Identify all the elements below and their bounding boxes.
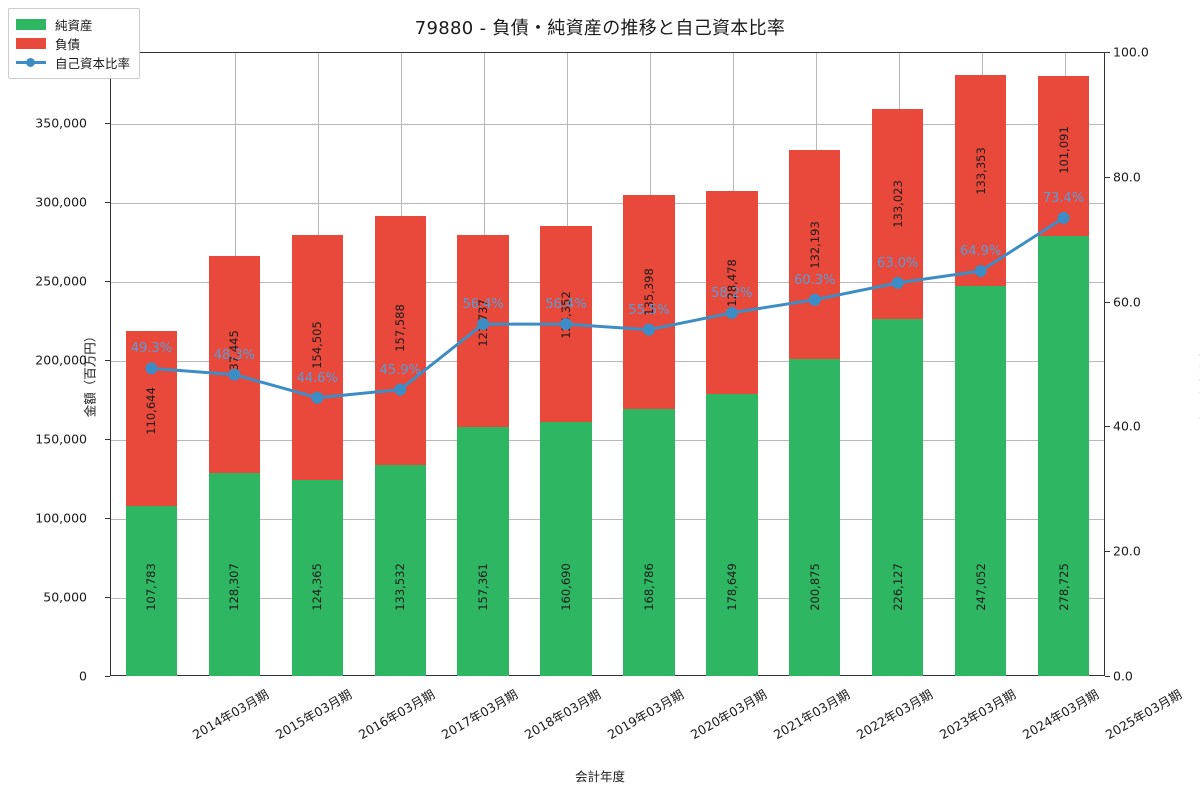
equity-ratio-marker[interactable] — [974, 265, 987, 278]
chart-legend: 純資産 負債 自己資本比率 — [8, 8, 141, 79]
equity-ratio-value-label: 48.3% — [213, 347, 256, 363]
equity-ratio-marker[interactable] — [228, 368, 241, 381]
bar-segment-liabilities[interactable] — [954, 75, 1007, 286]
y-tick-mark-left — [105, 123, 110, 125]
bar-segment-liabilities[interactable] — [706, 190, 758, 394]
y-tick-label-left: 300,000 — [35, 194, 87, 210]
y-axis-label-right: 自己資本比率 (%) — [1196, 274, 1200, 474]
y-tick-label-right: 20.0 — [1113, 543, 1141, 559]
equity-ratio-value-label: 73.4% — [1042, 190, 1085, 206]
equity-ratio-marker[interactable] — [560, 318, 573, 331]
y-tick-label-left: 350,000 — [35, 115, 87, 131]
y-tick-mark-right — [1105, 551, 1110, 553]
legend-item-equity-ratio[interactable]: 自己資本比率 — [16, 53, 130, 72]
y-axis-label-left: 金額（百万円） — [82, 329, 98, 418]
y-tick-mark-left — [105, 518, 110, 520]
y-tick-mark-right — [1105, 52, 1110, 53]
legend-label-equity-ratio: 自己資本比率 — [55, 56, 131, 71]
y-tick-mark-right — [1105, 676, 1110, 677]
gridline-horizontal — [111, 282, 1104, 284]
equity-ratio-value-label: 60.3% — [794, 272, 836, 288]
y-tick-mark-left — [105, 281, 110, 283]
equity-ratio-marker[interactable] — [145, 362, 158, 375]
bar-segment-equity[interactable] — [623, 409, 675, 676]
bar-segment-equity[interactable] — [872, 318, 924, 676]
bar-segment-equity[interactable] — [954, 285, 1007, 676]
y-tick-mark-right — [1105, 301, 1110, 303]
x-axis-label: 会計年度 — [574, 769, 625, 784]
equity-ratio-marker[interactable] — [642, 323, 655, 336]
y-tick-mark-right — [1105, 426, 1110, 428]
bar-segment-equity[interactable] — [125, 505, 178, 676]
bar-segment-liabilities[interactable] — [208, 256, 261, 474]
bar-segment-liabilities[interactable] — [291, 235, 343, 480]
bar-segment-equity[interactable] — [540, 422, 592, 676]
gridline-horizontal — [111, 361, 1104, 363]
equity-ratio-value-label: 44.6% — [296, 370, 338, 386]
bar-segment-liabilities[interactable] — [1037, 75, 1090, 236]
equity-ratio-marker[interactable] — [808, 293, 821, 306]
gridline-horizontal — [111, 519, 1104, 521]
equity-ratio-marker[interactable] — [394, 383, 407, 396]
equity-ratio-value-label: 49.3% — [130, 341, 173, 357]
bar-segment-equity[interactable] — [789, 358, 841, 676]
legend-swatch-equity — [16, 19, 46, 30]
equity-ratio-value-label: 56.4% — [545, 297, 587, 313]
equity-ratio-value-label: 45.9% — [379, 362, 421, 378]
y-tick-label-left: 150,000 — [35, 431, 87, 447]
bar-segment-liabilities[interactable] — [374, 216, 426, 466]
legend-swatch-liabilities — [16, 38, 46, 49]
y-tick-label-right: 0.0 — [1113, 668, 1133, 684]
y-tick-mark-left — [105, 202, 110, 204]
y-tick-mark-left — [105, 439, 110, 441]
bar-segment-liabilities[interactable] — [789, 149, 841, 359]
y-tick-label-left: 100,000 — [35, 510, 87, 526]
legend-line-equity-ratio — [16, 57, 46, 68]
equity-ratio-value-label: 55.5% — [628, 302, 670, 318]
equity-ratio-marker[interactable] — [1057, 211, 1070, 224]
gridline-horizontal — [111, 440, 1104, 442]
bar-segment-equity[interactable] — [374, 465, 426, 676]
y-tick-mark-left — [105, 597, 110, 598]
y-tick-label-left: 50,000 — [43, 589, 87, 605]
equity-ratio-line — [151, 216, 1065, 400]
bar-segment-liabilities[interactable] — [623, 195, 675, 410]
legend-label-liabilities: 負債 — [55, 37, 81, 52]
equity-ratio-value-label: 58.2% — [711, 285, 753, 301]
chart-title: 79880 - 負債・純資産の推移と自己資本比率 — [414, 18, 786, 39]
y-tick-label-right: 40.0 — [1113, 418, 1141, 434]
y-tick-label-left: 200,000 — [35, 352, 87, 368]
y-tick-label-left: 250,000 — [35, 273, 87, 289]
y-tick-label-right: 100.0 — [1113, 44, 1149, 60]
gridline-horizontal — [111, 203, 1104, 205]
equity-ratio-marker[interactable] — [311, 391, 324, 404]
bar-segment-equity[interactable] — [291, 479, 343, 676]
gridline-horizontal — [111, 124, 1104, 126]
equity-ratio-value-label: 56.4% — [462, 297, 504, 313]
bar-segment-liabilities[interactable] — [457, 235, 509, 428]
y-tick-mark-left — [105, 360, 110, 362]
y-tick-label-right: 60.0 — [1113, 294, 1141, 310]
bar-segment-equity[interactable] — [1037, 235, 1090, 676]
bar-segment-equity[interactable] — [208, 473, 261, 676]
equity-ratio-value-label: 64.9% — [959, 244, 1002, 260]
y-tick-mark-right — [1105, 176, 1110, 178]
legend-item-equity[interactable]: 純資産 — [16, 15, 130, 34]
equity-ratio-marker[interactable] — [891, 276, 904, 289]
y-tick-label-left: 0 — [79, 668, 87, 684]
y-tick-label-right: 80.0 — [1113, 169, 1141, 185]
bar-segment-liabilities[interactable] — [125, 330, 178, 506]
bar-segment-equity[interactable] — [457, 427, 509, 676]
legend-label-equity: 純資産 — [55, 18, 93, 33]
equity-ratio-marker[interactable] — [477, 318, 490, 331]
equity-ratio-value-label: 63.0% — [877, 255, 919, 271]
y-tick-mark-left — [105, 676, 110, 677]
equity-ratio-marker[interactable] — [725, 306, 738, 319]
legend-item-liabilities[interactable]: 負債 — [16, 34, 130, 53]
gridline-horizontal — [111, 598, 1104, 599]
bar-segment-equity[interactable] — [706, 393, 758, 676]
